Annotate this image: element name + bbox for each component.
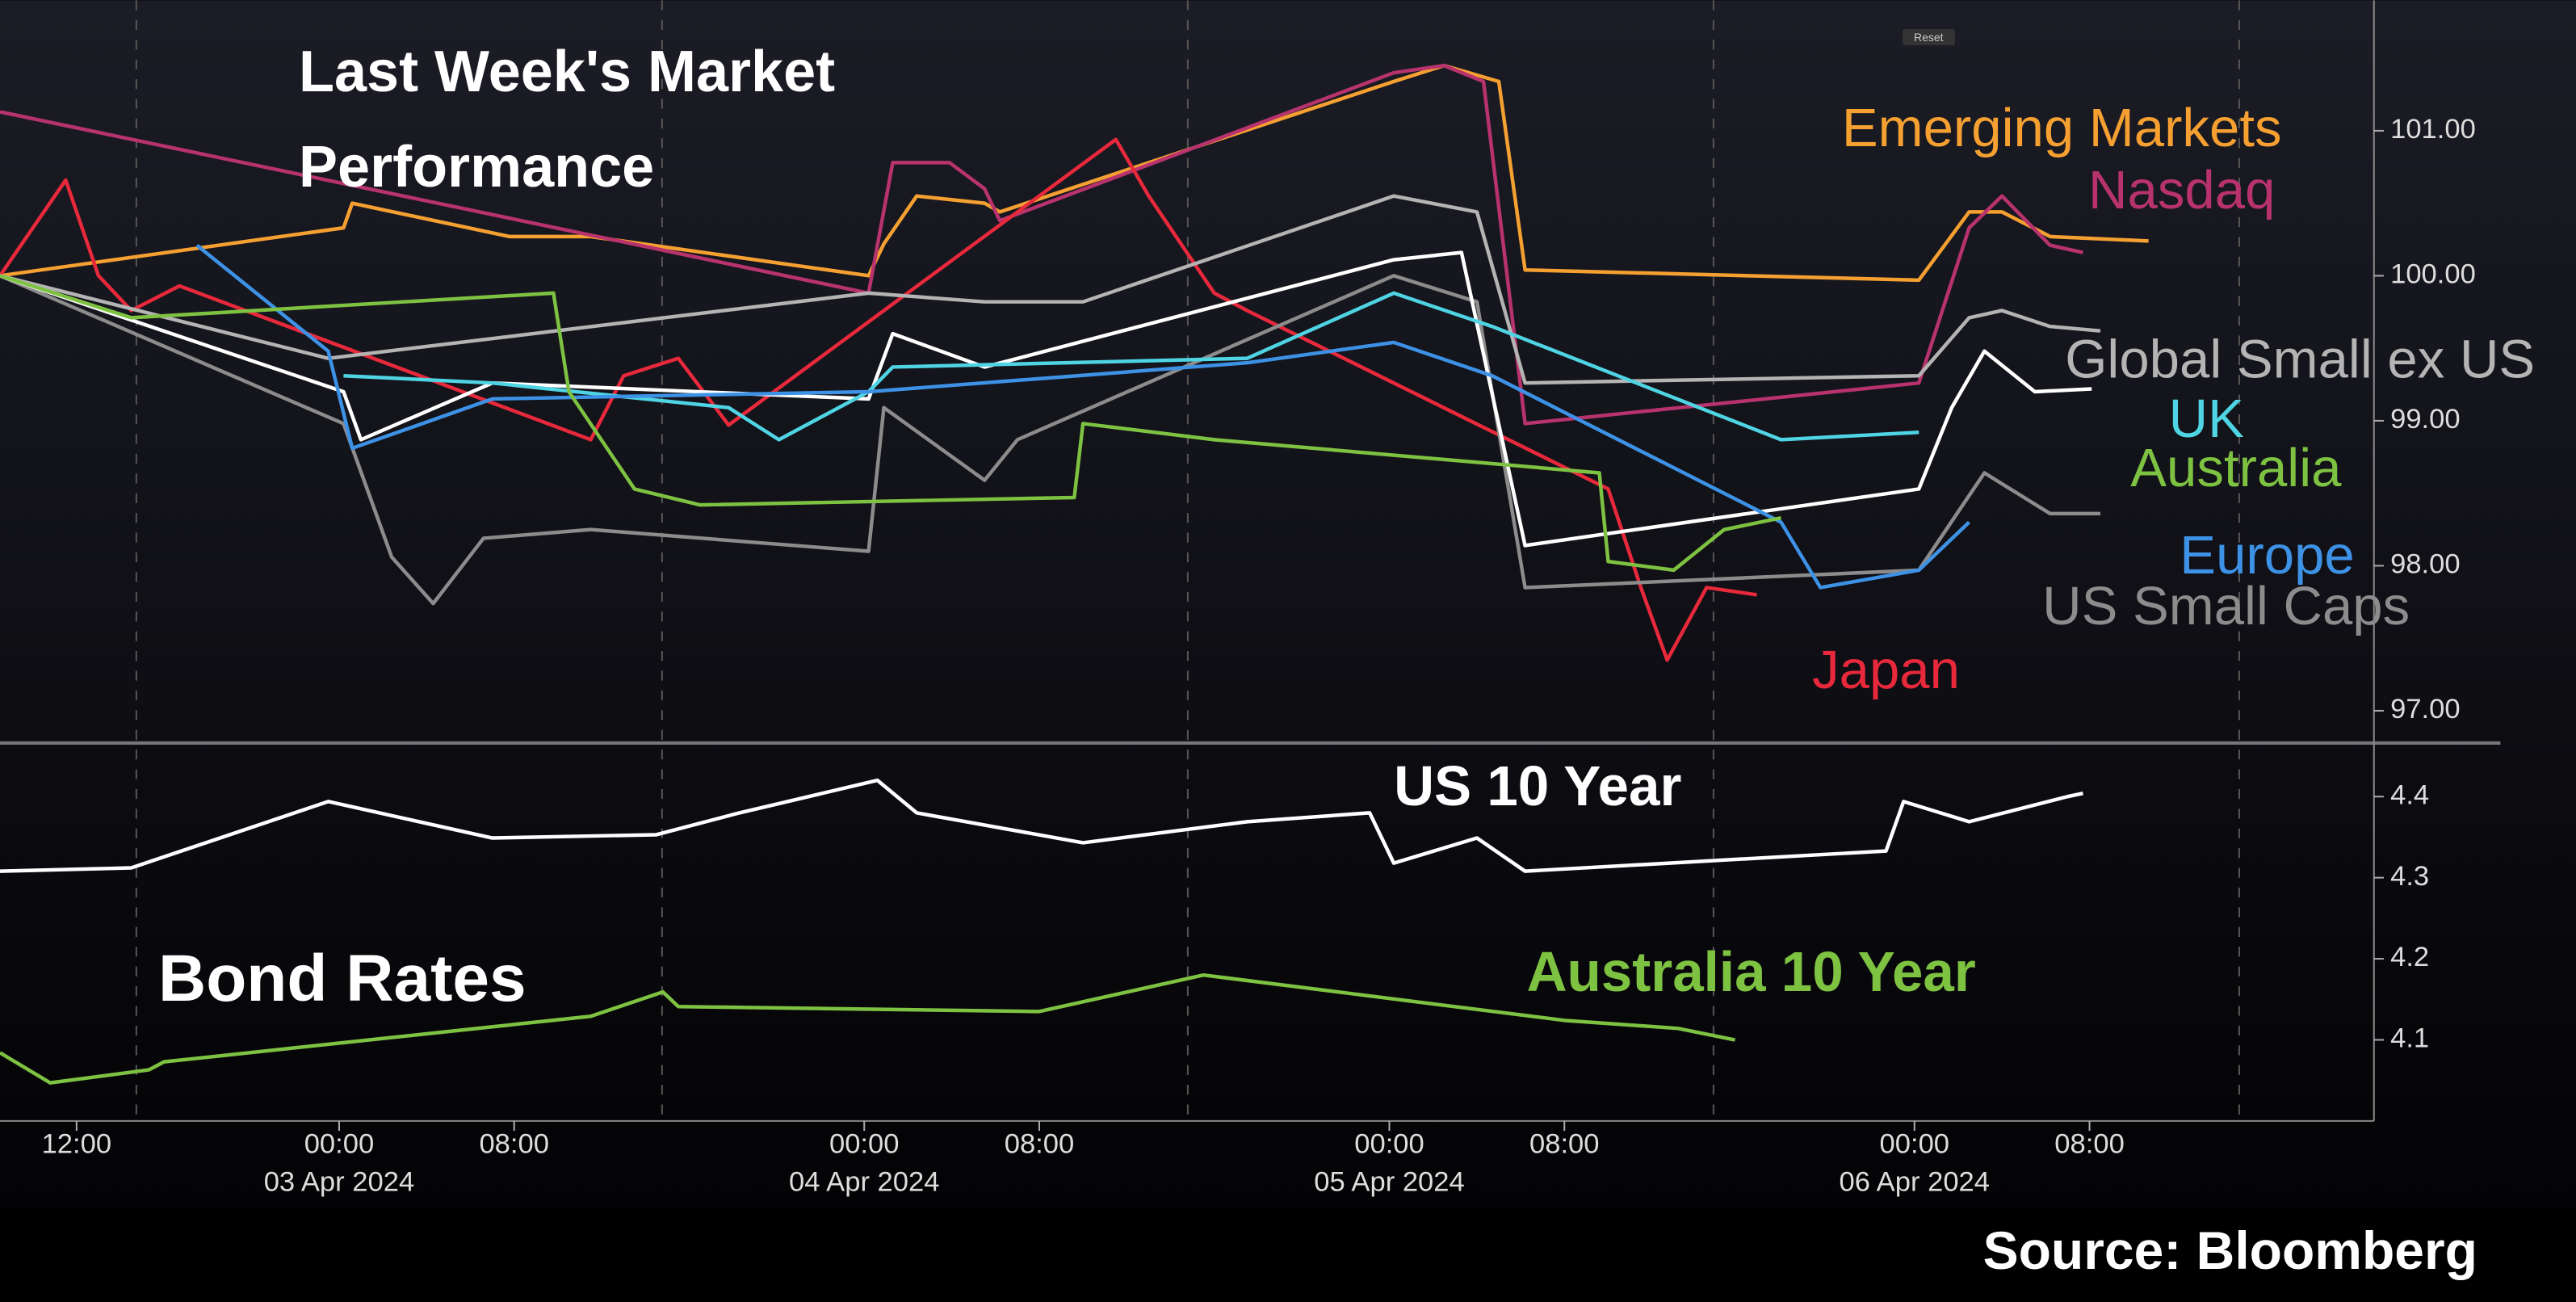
y-tick-label: 97.00 (2390, 694, 2461, 724)
series-line (195, 243, 1971, 590)
series-line (0, 63, 2149, 283)
series-label: UK (2169, 388, 2244, 449)
series-line (0, 778, 2083, 873)
series-label: Nasdaq (2088, 160, 2275, 220)
series-line (0, 250, 2092, 548)
x-tick-label: 00:00 (1880, 1129, 1950, 1160)
y-tick-label: 98.00 (2390, 549, 2461, 580)
series-line (343, 291, 1919, 442)
y-tick-label: 4.3 (2390, 861, 2429, 892)
x-tick-label: 08:00 (479, 1129, 549, 1160)
y-tick-label: 4.1 (2390, 1023, 2429, 1054)
x-date-label: 03 Apr 2024 (264, 1166, 415, 1197)
series-label: US 10 Year (1394, 754, 1681, 817)
series-line (0, 63, 2083, 426)
x-tick-label: 00:00 (304, 1129, 375, 1160)
series-line (0, 194, 2101, 385)
series-label: Europe (2180, 525, 2354, 586)
series-line (0, 137, 1757, 662)
x-tick-label: 08:00 (1529, 1129, 1600, 1160)
panel-title: Bond Rates (158, 942, 527, 1015)
x-tick-label: 00:00 (1354, 1129, 1424, 1160)
y-tick-label: 100.00 (2390, 259, 2476, 290)
footer-background (0, 1208, 2576, 1302)
x-tick-label: 12:00 (42, 1129, 112, 1160)
y-tick-label: 4.2 (2390, 942, 2429, 972)
series-label: Japan (1812, 640, 1960, 700)
source-note: Source: Bloomberg (1982, 1220, 2477, 1280)
x-date-label: 06 Apr 2024 (1840, 1166, 1991, 1197)
x-tick-label: 00:00 (829, 1129, 900, 1160)
series-line (0, 274, 1781, 573)
y-tick-label: 101.00 (2390, 114, 2476, 145)
x-date-label: 04 Apr 2024 (789, 1166, 940, 1197)
series-line (0, 274, 2101, 606)
series-label: Australia (2130, 438, 2342, 498)
x-tick-label: 08:00 (2054, 1129, 2125, 1160)
series-label: Global Small ex US (2065, 330, 2535, 390)
series-label: Emerging Markets (1842, 98, 2282, 158)
y-tick-label: 99.00 (2390, 404, 2461, 435)
series-label: US Small Caps (2042, 576, 2410, 636)
series-label: Australia 10 Year (1527, 940, 1976, 1003)
x-tick-label: 08:00 (1005, 1129, 1075, 1160)
session-dividers (135, 0, 2240, 1121)
reset-button[interactable]: Reset (1903, 29, 1955, 45)
x-date-label: 05 Apr 2024 (1314, 1166, 1465, 1197)
chart-title: Last Week's Market Performance (299, 40, 836, 200)
series-line (0, 972, 1736, 1085)
y-tick-label: 4.4 (2390, 779, 2429, 810)
